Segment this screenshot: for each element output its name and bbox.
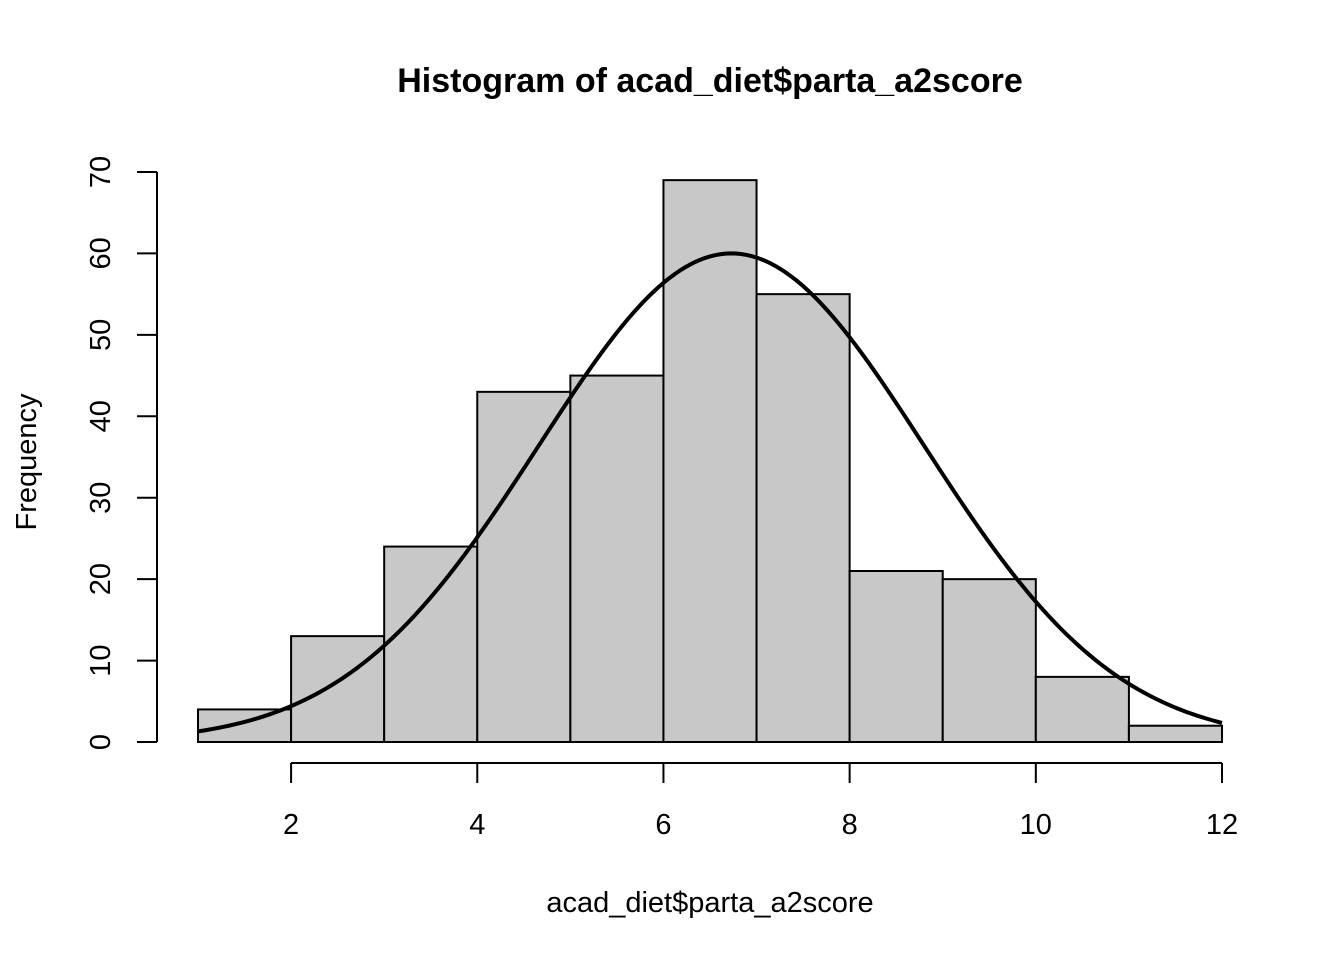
x-tick-label: 12 <box>1206 809 1238 841</box>
histogram-bar-10 <box>1127 724 1223 744</box>
x-tick-label: 8 <box>842 809 858 841</box>
y-tick-label: 20 <box>85 563 117 595</box>
normal-density-curve <box>197 251 1223 734</box>
histogram-bar-1 <box>290 635 386 744</box>
x-tick-label: 6 <box>655 809 671 841</box>
histogram-bars <box>197 179 1223 744</box>
x-tick-label: 4 <box>469 809 485 841</box>
histogram-bar-5 <box>662 179 758 743</box>
y-tick-label: 50 <box>85 319 117 351</box>
histogram-bar-7 <box>848 570 944 743</box>
histogram-bar-0 <box>197 708 293 744</box>
x-tick-label: 2 <box>283 809 299 841</box>
y-tick-label: 0 <box>85 734 117 750</box>
histogram-bar-3 <box>476 390 572 743</box>
y-tick-label: 30 <box>85 482 117 514</box>
y-axis: 0 10 20 30 40 50 60 70 <box>85 156 158 750</box>
density-curve-layer <box>197 251 1223 734</box>
histogram-bar-9 <box>1034 675 1130 743</box>
y-axis-label: Frequency <box>11 393 43 531</box>
histogram-bar-6 <box>755 293 851 743</box>
x-axis-label: acad_diet$parta_a2score <box>546 887 873 919</box>
x-axis: 2 4 6 8 10 12 <box>283 762 1238 841</box>
y-tick-label: 60 <box>85 237 117 269</box>
y-tick-label: 40 <box>85 400 117 432</box>
histogram-bar-2 <box>383 545 479 743</box>
y-tick-label: 10 <box>85 644 117 676</box>
y-tick-label: 70 <box>85 156 117 188</box>
chart-title: Histogram of acad_diet$parta_a2score <box>397 62 1022 100</box>
histogram-bar-8 <box>941 578 1037 744</box>
histogram-bar-4 <box>569 374 665 743</box>
x-tick-label: 10 <box>1020 809 1052 841</box>
